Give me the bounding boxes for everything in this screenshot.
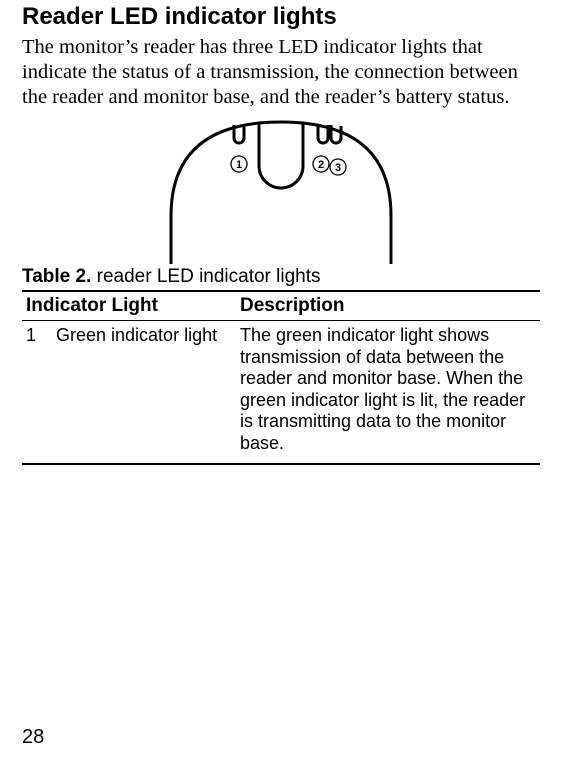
page: Reader LED indicator lights The monitor’… bbox=[0, 3, 562, 465]
reader-diagram: 1 2 3 bbox=[161, 116, 401, 264]
row-description: The green indicator light shows transmis… bbox=[236, 321, 540, 464]
table-row: 1 Green indicator light The green indica… bbox=[22, 321, 540, 464]
table-caption: Table 2. reader LED indicator lights bbox=[22, 266, 540, 288]
callout-1-label: 1 bbox=[236, 159, 242, 171]
callout-3: 3 bbox=[330, 159, 346, 175]
led-slot-3 bbox=[331, 125, 341, 143]
callout-2: 2 bbox=[313, 156, 329, 172]
reader-diagram-wrap: 1 2 3 bbox=[22, 116, 540, 264]
col-header-indicator: Indicator Light bbox=[22, 291, 236, 321]
col-header-description: Description bbox=[236, 291, 540, 321]
center-window bbox=[259, 123, 303, 188]
led-table: Indicator Light Description 1 Green indi… bbox=[22, 290, 540, 465]
reader-outline bbox=[171, 122, 391, 264]
section-heading: Reader LED indicator lights bbox=[22, 3, 540, 31]
table-caption-rest: reader LED indicator lights bbox=[91, 266, 320, 287]
callout-2-label: 2 bbox=[318, 159, 324, 171]
row-indicator-name: Green indicator light bbox=[52, 321, 236, 464]
intro-paragraph: The monitor’s reader has three LED indic… bbox=[22, 35, 540, 110]
callout-3-label: 3 bbox=[335, 162, 341, 174]
table-header-row: Indicator Light Description bbox=[22, 291, 540, 321]
row-number: 1 bbox=[22, 321, 52, 464]
callout-1: 1 bbox=[231, 156, 247, 172]
page-number: 28 bbox=[22, 726, 44, 749]
table-caption-bold: Table 2. bbox=[22, 266, 91, 287]
